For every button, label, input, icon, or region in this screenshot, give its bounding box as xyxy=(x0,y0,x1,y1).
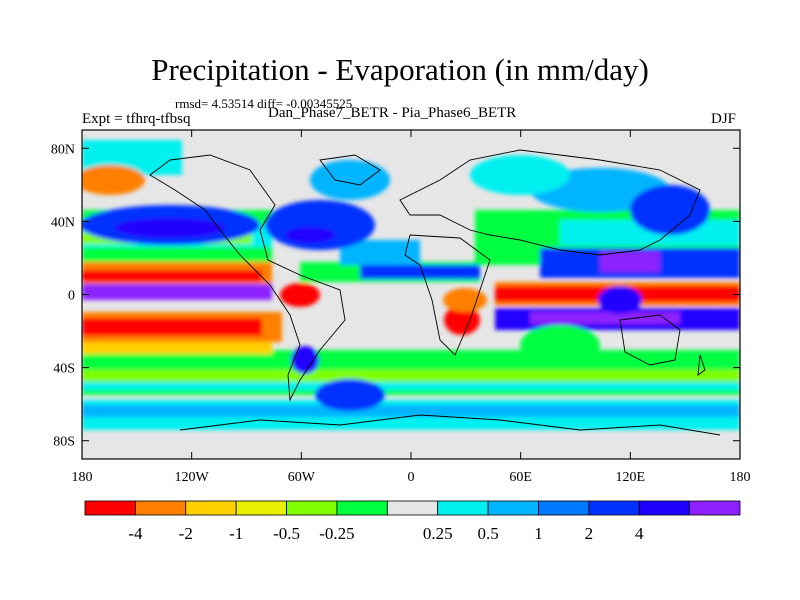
colorbar-label: -0.25 xyxy=(319,524,354,543)
lon-axis: 180 120W 60W 0 60E 120E 180 xyxy=(72,130,751,485)
colorbar-label: 2 xyxy=(585,524,594,543)
colorbar-swatch xyxy=(235,500,287,516)
lon-tick-label: 120W xyxy=(175,470,210,485)
colorbar-swatch xyxy=(689,500,741,516)
season-label: DJF xyxy=(711,111,737,127)
lat-tick-label: 80N xyxy=(51,142,75,157)
colorbar-label: -0.5 xyxy=(273,524,300,543)
colorbar-swatch xyxy=(588,500,640,516)
colorbar-swatch xyxy=(336,500,388,516)
lon-tick-label: 60E xyxy=(509,470,532,485)
coastlines xyxy=(149,149,721,436)
lat-tick-label: 40N xyxy=(51,215,75,230)
colorbar-label: 4 xyxy=(635,524,644,543)
colorbar-swatch xyxy=(487,500,539,516)
colorbar: -4 -2 -1 -0.5 -0.25 0.25 0.5 1 2 4 xyxy=(84,500,741,543)
plot-title: Precipitation - Evaporation (in mm/day) xyxy=(151,52,649,87)
experiment-label: Expt = tfhrq-tfbsq xyxy=(82,111,191,127)
colorbar-swatch xyxy=(84,500,136,516)
colorbar-swatch xyxy=(638,500,691,516)
lon-tick-label: 120E xyxy=(616,470,646,485)
difference-label: Dan_Phase7_BETR - Pia_Phase6_BETR xyxy=(268,105,517,121)
colorbar-label: 0.25 xyxy=(423,524,453,543)
colorbar-swatch xyxy=(437,500,489,516)
stats-label: rmsd= 4.53514 diff= -0.00345525 xyxy=(175,96,353,111)
colorbar-swatch xyxy=(386,500,439,516)
colorbar-swatch xyxy=(185,500,237,516)
lat-tick-label: 40S xyxy=(53,362,75,377)
colorbar-swatch xyxy=(286,500,338,516)
lat-axis: 80N 40N 0 40S 80S xyxy=(51,142,740,450)
lon-tick-label: 0 xyxy=(408,470,415,485)
precip-evap-field xyxy=(82,130,740,459)
lon-tick-label: 60W xyxy=(288,470,316,485)
colorbar-swatch xyxy=(134,500,187,516)
lon-tick-label: 180 xyxy=(72,470,93,485)
lon-tick-label: 180 xyxy=(730,470,751,485)
colorbar-label: -4 xyxy=(128,524,143,543)
lat-tick-label: 0 xyxy=(68,289,75,304)
lat-tick-label: 80S xyxy=(53,435,75,450)
colorbar-swatch xyxy=(538,500,590,516)
colorbar-label: -2 xyxy=(179,524,193,543)
colorbar-label: 0.5 xyxy=(477,524,498,543)
colorbar-label: 1 xyxy=(534,524,543,543)
colorbar-label: -1 xyxy=(229,524,243,543)
